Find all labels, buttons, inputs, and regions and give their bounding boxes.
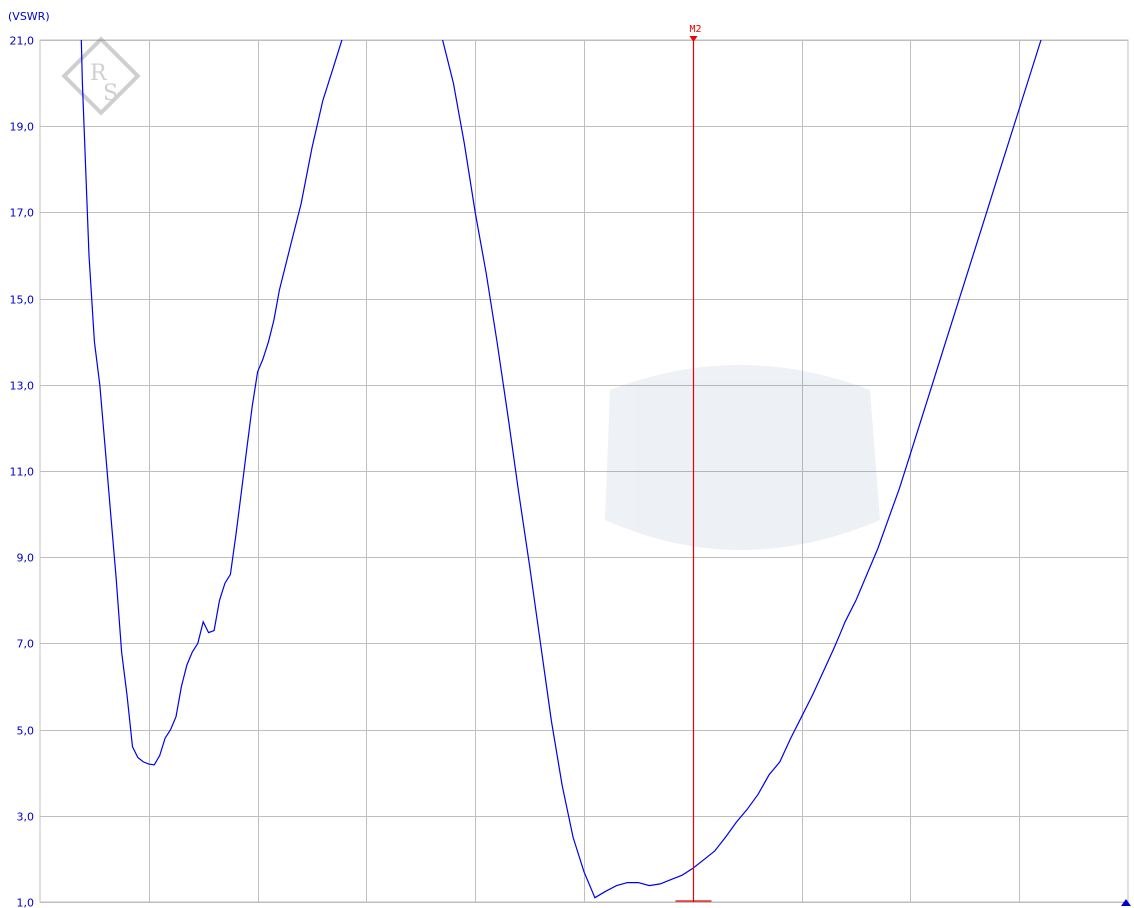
rs-logo-s: S (103, 81, 118, 106)
antenna-watermark-icon (605, 365, 880, 550)
y-axis: 1,0 3,0 5,0 7,0 9,0 11,0 13,0 15,0 17,0 19,0 21,0 (10, 35, 35, 908)
y-tick-label: 19,0 (10, 121, 35, 134)
y-tick-label: 13,0 (10, 380, 35, 393)
grid (40, 40, 1128, 903)
y-tick-label: 9,0 (17, 552, 35, 565)
y-tick-label: 1,0 (17, 897, 35, 908)
marker-label: M2 (689, 24, 701, 35)
y-tick-label: 5,0 (17, 725, 35, 738)
y-tick-label: 11,0 (10, 466, 35, 479)
vswr-trace (81, 0, 1128, 898)
y-tick-label: 21,0 (10, 35, 35, 48)
y-tick-label: 3,0 (17, 811, 35, 824)
series-group (81, 0, 1128, 898)
marker-arrow-icon[interactable] (690, 36, 698, 42)
rs-logo: R S (64, 39, 138, 113)
y-axis-label: (VSWR) (8, 10, 50, 23)
y-tick-label: 7,0 (17, 638, 35, 651)
y-tick-label: 15,0 (10, 294, 35, 307)
y-tick-label: 17,0 (10, 207, 35, 220)
